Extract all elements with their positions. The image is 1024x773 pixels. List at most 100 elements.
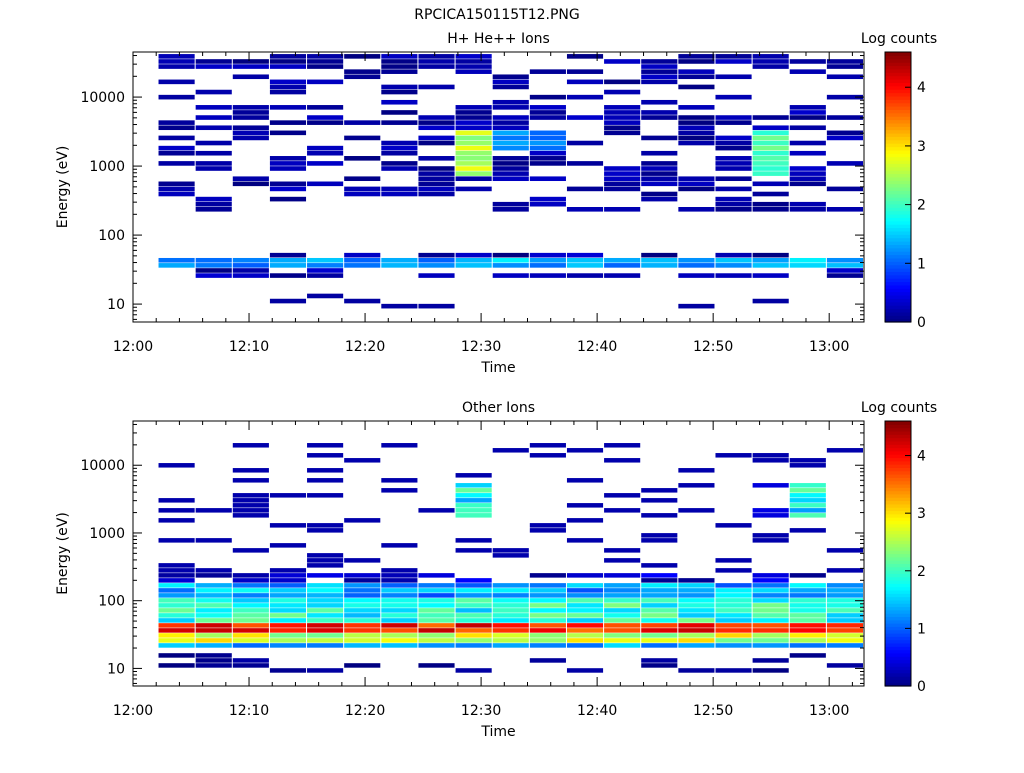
heatmap-cell (529, 638, 566, 643)
colorbar-segment (885, 82, 911, 87)
heatmap-cell (158, 257, 195, 263)
heatmap-cell (269, 186, 307, 192)
heatmap-cell (678, 69, 715, 74)
heatmap-cell (826, 130, 863, 136)
heatmap-cell (752, 623, 789, 628)
heatmap-cell (269, 120, 307, 125)
heatmap-cell (455, 64, 492, 69)
heatmap-cell (529, 593, 566, 598)
colorbar-segment (885, 136, 911, 141)
colorbar-segment (885, 214, 911, 218)
heatmap-cell (492, 99, 529, 105)
colorbar-segment (885, 447, 911, 452)
heatmap-cell (529, 603, 566, 608)
colorbar-label: Log counts (861, 31, 937, 47)
heatmap-cell (789, 257, 826, 263)
heatmap-cell (715, 176, 752, 182)
heatmap-cell (715, 94, 752, 100)
heatmap-cell (678, 74, 715, 80)
colorbar-segment (885, 122, 911, 127)
heatmap-cell (307, 618, 344, 623)
colorbar-segment (885, 606, 911, 611)
heatmap-cell (752, 603, 789, 608)
heatmap-cell (789, 638, 826, 643)
heatmap-cell (158, 135, 195, 141)
heatmap-cell (418, 252, 455, 258)
heatmap-cell (826, 64, 863, 69)
heatmap-cell (418, 583, 455, 588)
heatmap-cell (455, 618, 492, 623)
heatmap-cell (789, 573, 826, 578)
heatmap-cell (269, 84, 307, 90)
heatmap-cell (715, 257, 752, 263)
heatmap-cell (269, 89, 307, 95)
heatmap-cell (826, 598, 863, 603)
heatmap-cell (455, 483, 492, 488)
heatmap-cell (789, 59, 826, 64)
heatmap-cell (641, 583, 678, 588)
heatmap-cell (492, 643, 529, 648)
colorbar-segment (885, 254, 911, 259)
heatmap-cell (641, 638, 678, 643)
heatmap-cell (492, 171, 529, 176)
heatmap-cell (232, 548, 269, 553)
heatmap-cell (641, 578, 678, 583)
heatmap-cell (826, 583, 863, 588)
colorbar-segment (885, 129, 911, 134)
heatmap-cell (752, 658, 789, 663)
heatmap-cell (418, 181, 455, 187)
colorbar-segment (885, 454, 911, 459)
heatmap-cell (715, 568, 752, 573)
heatmap-cell (269, 161, 307, 166)
heatmap-cell (752, 59, 789, 64)
heatmap-cell (715, 252, 752, 258)
heatmap-cell (195, 115, 232, 120)
heatmap-cell (195, 166, 232, 171)
heatmap-cell (455, 603, 492, 608)
colorbar-segment (885, 106, 911, 110)
colorbar-segment (885, 497, 911, 502)
heatmap-cell (529, 588, 566, 593)
heatmap-cell (492, 135, 529, 141)
heatmap-cell (752, 483, 789, 488)
heatmap-cell (752, 135, 789, 141)
heatmap-cell (455, 593, 492, 598)
colorbar-segment (885, 79, 911, 83)
heatmap-cell (492, 84, 529, 90)
colorbar-segment (885, 241, 911, 245)
heatmap-cell (529, 573, 566, 578)
heatmap-cell (752, 156, 789, 161)
heatmap-cell (752, 273, 789, 278)
heatmap-cell (715, 453, 752, 458)
heatmap-cell (604, 628, 641, 633)
heatmap-cell (232, 59, 269, 64)
heatmap-cell (344, 608, 381, 613)
heatmap-cell (641, 643, 678, 648)
heatmap-cell (715, 588, 752, 593)
heatmap-cell (789, 603, 826, 608)
heatmap-cell (752, 257, 789, 263)
heatmap-cell (455, 513, 492, 518)
heatmap-cell (492, 608, 529, 613)
heatmap-cell (566, 618, 604, 623)
colorbar-segment (885, 517, 911, 521)
heatmap-cell (418, 125, 455, 131)
heatmap-cell (641, 498, 678, 503)
heatmap-cell (715, 633, 752, 638)
heatmap-cell (529, 94, 566, 100)
heatmap-cell (307, 115, 344, 120)
heatmap-cell (195, 653, 232, 658)
heatmap-cell (158, 518, 195, 523)
heatmap-cell (826, 115, 863, 120)
heatmap-cell (641, 176, 678, 182)
colorbar-segment (885, 659, 911, 664)
heatmap-cell (307, 553, 344, 558)
colorbar-segment (885, 444, 911, 449)
heatmap-cell (789, 171, 826, 176)
heatmap-cell (641, 79, 678, 85)
heatmap-cell (232, 125, 269, 131)
colorbar-segment (885, 176, 911, 181)
colorbar-segment (885, 193, 911, 198)
heatmap-cell (752, 150, 789, 156)
y-tick-label: 10 (107, 297, 125, 313)
